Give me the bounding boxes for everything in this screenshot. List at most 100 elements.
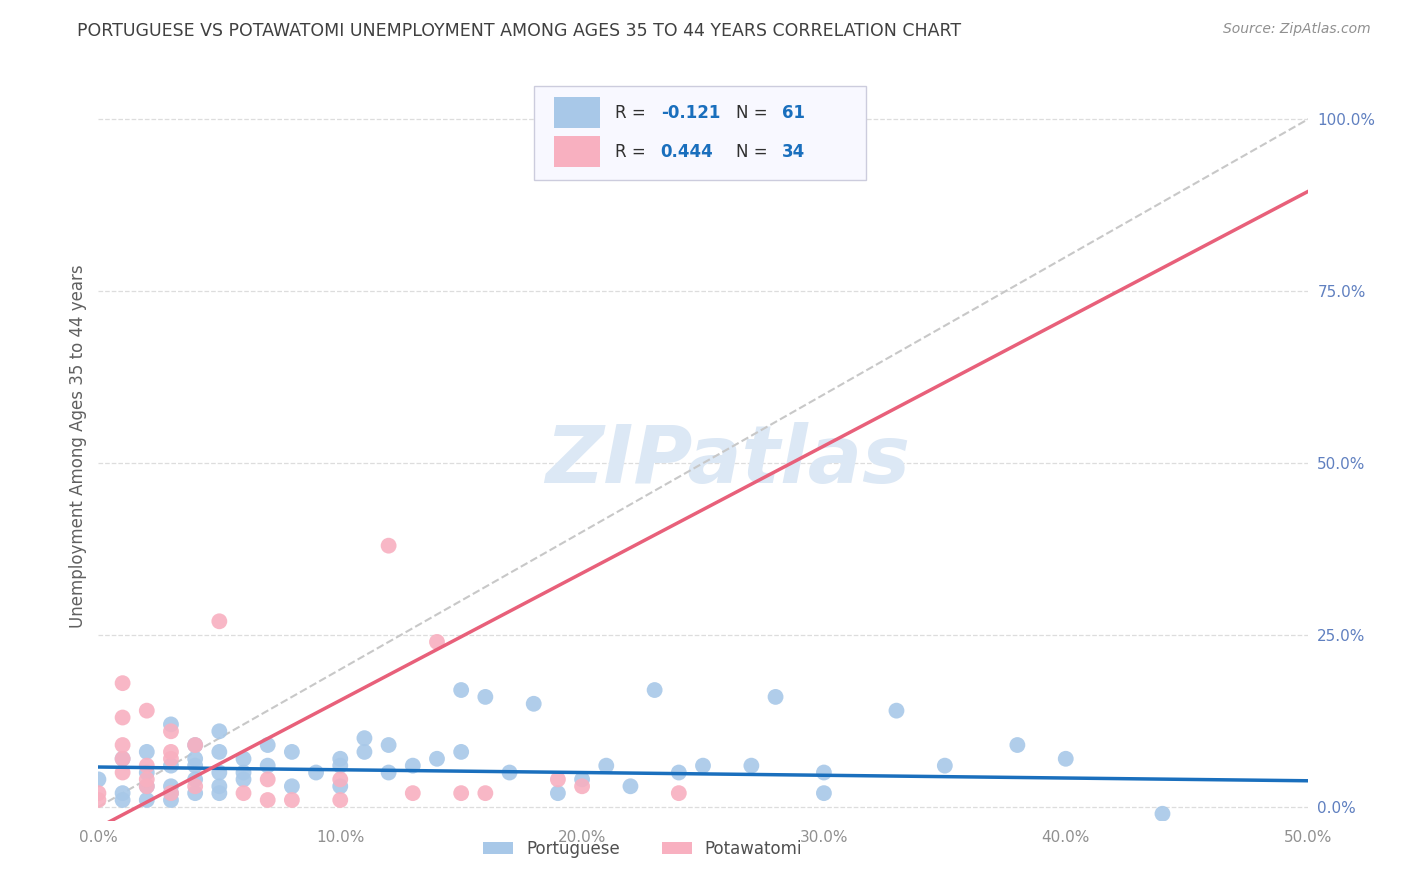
- Text: R =: R =: [614, 143, 651, 161]
- Text: 34: 34: [782, 143, 804, 161]
- Point: [87, 793, 110, 807]
- Point: [160, 779, 183, 793]
- Point: [498, 765, 520, 780]
- FancyBboxPatch shape: [554, 136, 600, 168]
- Point: [571, 772, 593, 787]
- Point: [692, 758, 714, 772]
- Point: [377, 539, 399, 553]
- Point: [668, 765, 690, 780]
- Point: [160, 758, 183, 772]
- Point: [523, 697, 546, 711]
- FancyBboxPatch shape: [534, 87, 866, 180]
- Point: [135, 779, 157, 793]
- FancyBboxPatch shape: [554, 97, 600, 128]
- Point: [1152, 806, 1174, 821]
- Point: [111, 793, 134, 807]
- Point: [329, 793, 352, 807]
- Point: [547, 772, 569, 787]
- Point: [886, 704, 908, 718]
- Point: [208, 779, 231, 793]
- Point: [256, 793, 278, 807]
- Point: [160, 786, 183, 800]
- Point: [184, 752, 207, 766]
- Point: [135, 793, 157, 807]
- Text: 0.444: 0.444: [661, 143, 713, 161]
- Point: [281, 745, 304, 759]
- Point: [184, 786, 207, 800]
- Point: [450, 683, 472, 698]
- Y-axis label: Unemployment Among Ages 35 to 44 years: Unemployment Among Ages 35 to 44 years: [69, 264, 87, 628]
- Point: [305, 765, 328, 780]
- Point: [111, 786, 134, 800]
- Point: [934, 758, 956, 772]
- Point: [740, 758, 762, 772]
- Point: [135, 704, 157, 718]
- Point: [87, 772, 110, 787]
- Point: [668, 786, 690, 800]
- Point: [281, 779, 304, 793]
- Point: [450, 786, 472, 800]
- Point: [353, 745, 375, 759]
- Point: [329, 779, 352, 793]
- Point: [184, 738, 207, 752]
- Point: [595, 133, 617, 147]
- Point: [1007, 738, 1029, 752]
- Point: [184, 772, 207, 787]
- Text: N =: N =: [735, 103, 772, 121]
- Text: PORTUGUESE VS POTAWATOMI UNEMPLOYMENT AMONG AGES 35 TO 44 YEARS CORRELATION CHAR: PORTUGUESE VS POTAWATOMI UNEMPLOYMENT AM…: [77, 22, 962, 40]
- Point: [571, 779, 593, 793]
- Text: -0.121: -0.121: [661, 103, 720, 121]
- Point: [619, 779, 641, 793]
- Point: [111, 752, 134, 766]
- Text: N =: N =: [735, 143, 772, 161]
- Point: [135, 745, 157, 759]
- Legend: Portuguese, Potawatomi: Portuguese, Potawatomi: [477, 833, 808, 864]
- Point: [184, 738, 207, 752]
- Point: [208, 745, 231, 759]
- Text: Source: ZipAtlas.com: Source: ZipAtlas.com: [1223, 22, 1371, 37]
- Point: [402, 758, 425, 772]
- Text: R =: R =: [614, 103, 651, 121]
- Point: [160, 752, 183, 766]
- Point: [426, 752, 449, 766]
- Point: [256, 758, 278, 772]
- Point: [184, 758, 207, 772]
- Point: [87, 786, 110, 800]
- Point: [619, 133, 641, 147]
- Point: [111, 676, 134, 690]
- Point: [184, 779, 207, 793]
- Point: [160, 724, 183, 739]
- Point: [135, 779, 157, 793]
- Point: [135, 772, 157, 787]
- Point: [232, 772, 254, 787]
- Point: [595, 758, 617, 772]
- Point: [232, 786, 254, 800]
- Point: [353, 731, 375, 746]
- Point: [160, 745, 183, 759]
- Point: [111, 738, 134, 752]
- Point: [402, 786, 425, 800]
- Point: [281, 793, 304, 807]
- Point: [474, 690, 496, 704]
- Text: 61: 61: [782, 103, 804, 121]
- Point: [111, 710, 134, 724]
- Point: [813, 765, 835, 780]
- Point: [426, 635, 449, 649]
- Point: [377, 765, 399, 780]
- Point: [256, 738, 278, 752]
- Point: [232, 752, 254, 766]
- Point: [474, 786, 496, 800]
- Point: [135, 758, 157, 772]
- Point: [765, 690, 787, 704]
- Point: [813, 786, 835, 800]
- Point: [1054, 752, 1077, 766]
- Point: [377, 738, 399, 752]
- Point: [135, 765, 157, 780]
- Point: [208, 724, 231, 739]
- Point: [208, 765, 231, 780]
- Point: [160, 786, 183, 800]
- Point: [644, 683, 666, 698]
- Point: [329, 758, 352, 772]
- Point: [232, 765, 254, 780]
- Point: [111, 765, 134, 780]
